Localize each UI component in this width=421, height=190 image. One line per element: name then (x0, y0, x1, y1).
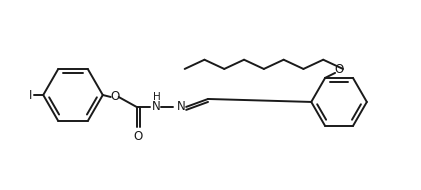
Text: O: O (110, 90, 119, 104)
Text: H: H (152, 92, 160, 102)
Text: N: N (152, 100, 161, 113)
Text: N: N (177, 100, 186, 113)
Text: O: O (334, 63, 344, 76)
Text: I: I (29, 89, 32, 101)
Text: O: O (133, 130, 143, 143)
